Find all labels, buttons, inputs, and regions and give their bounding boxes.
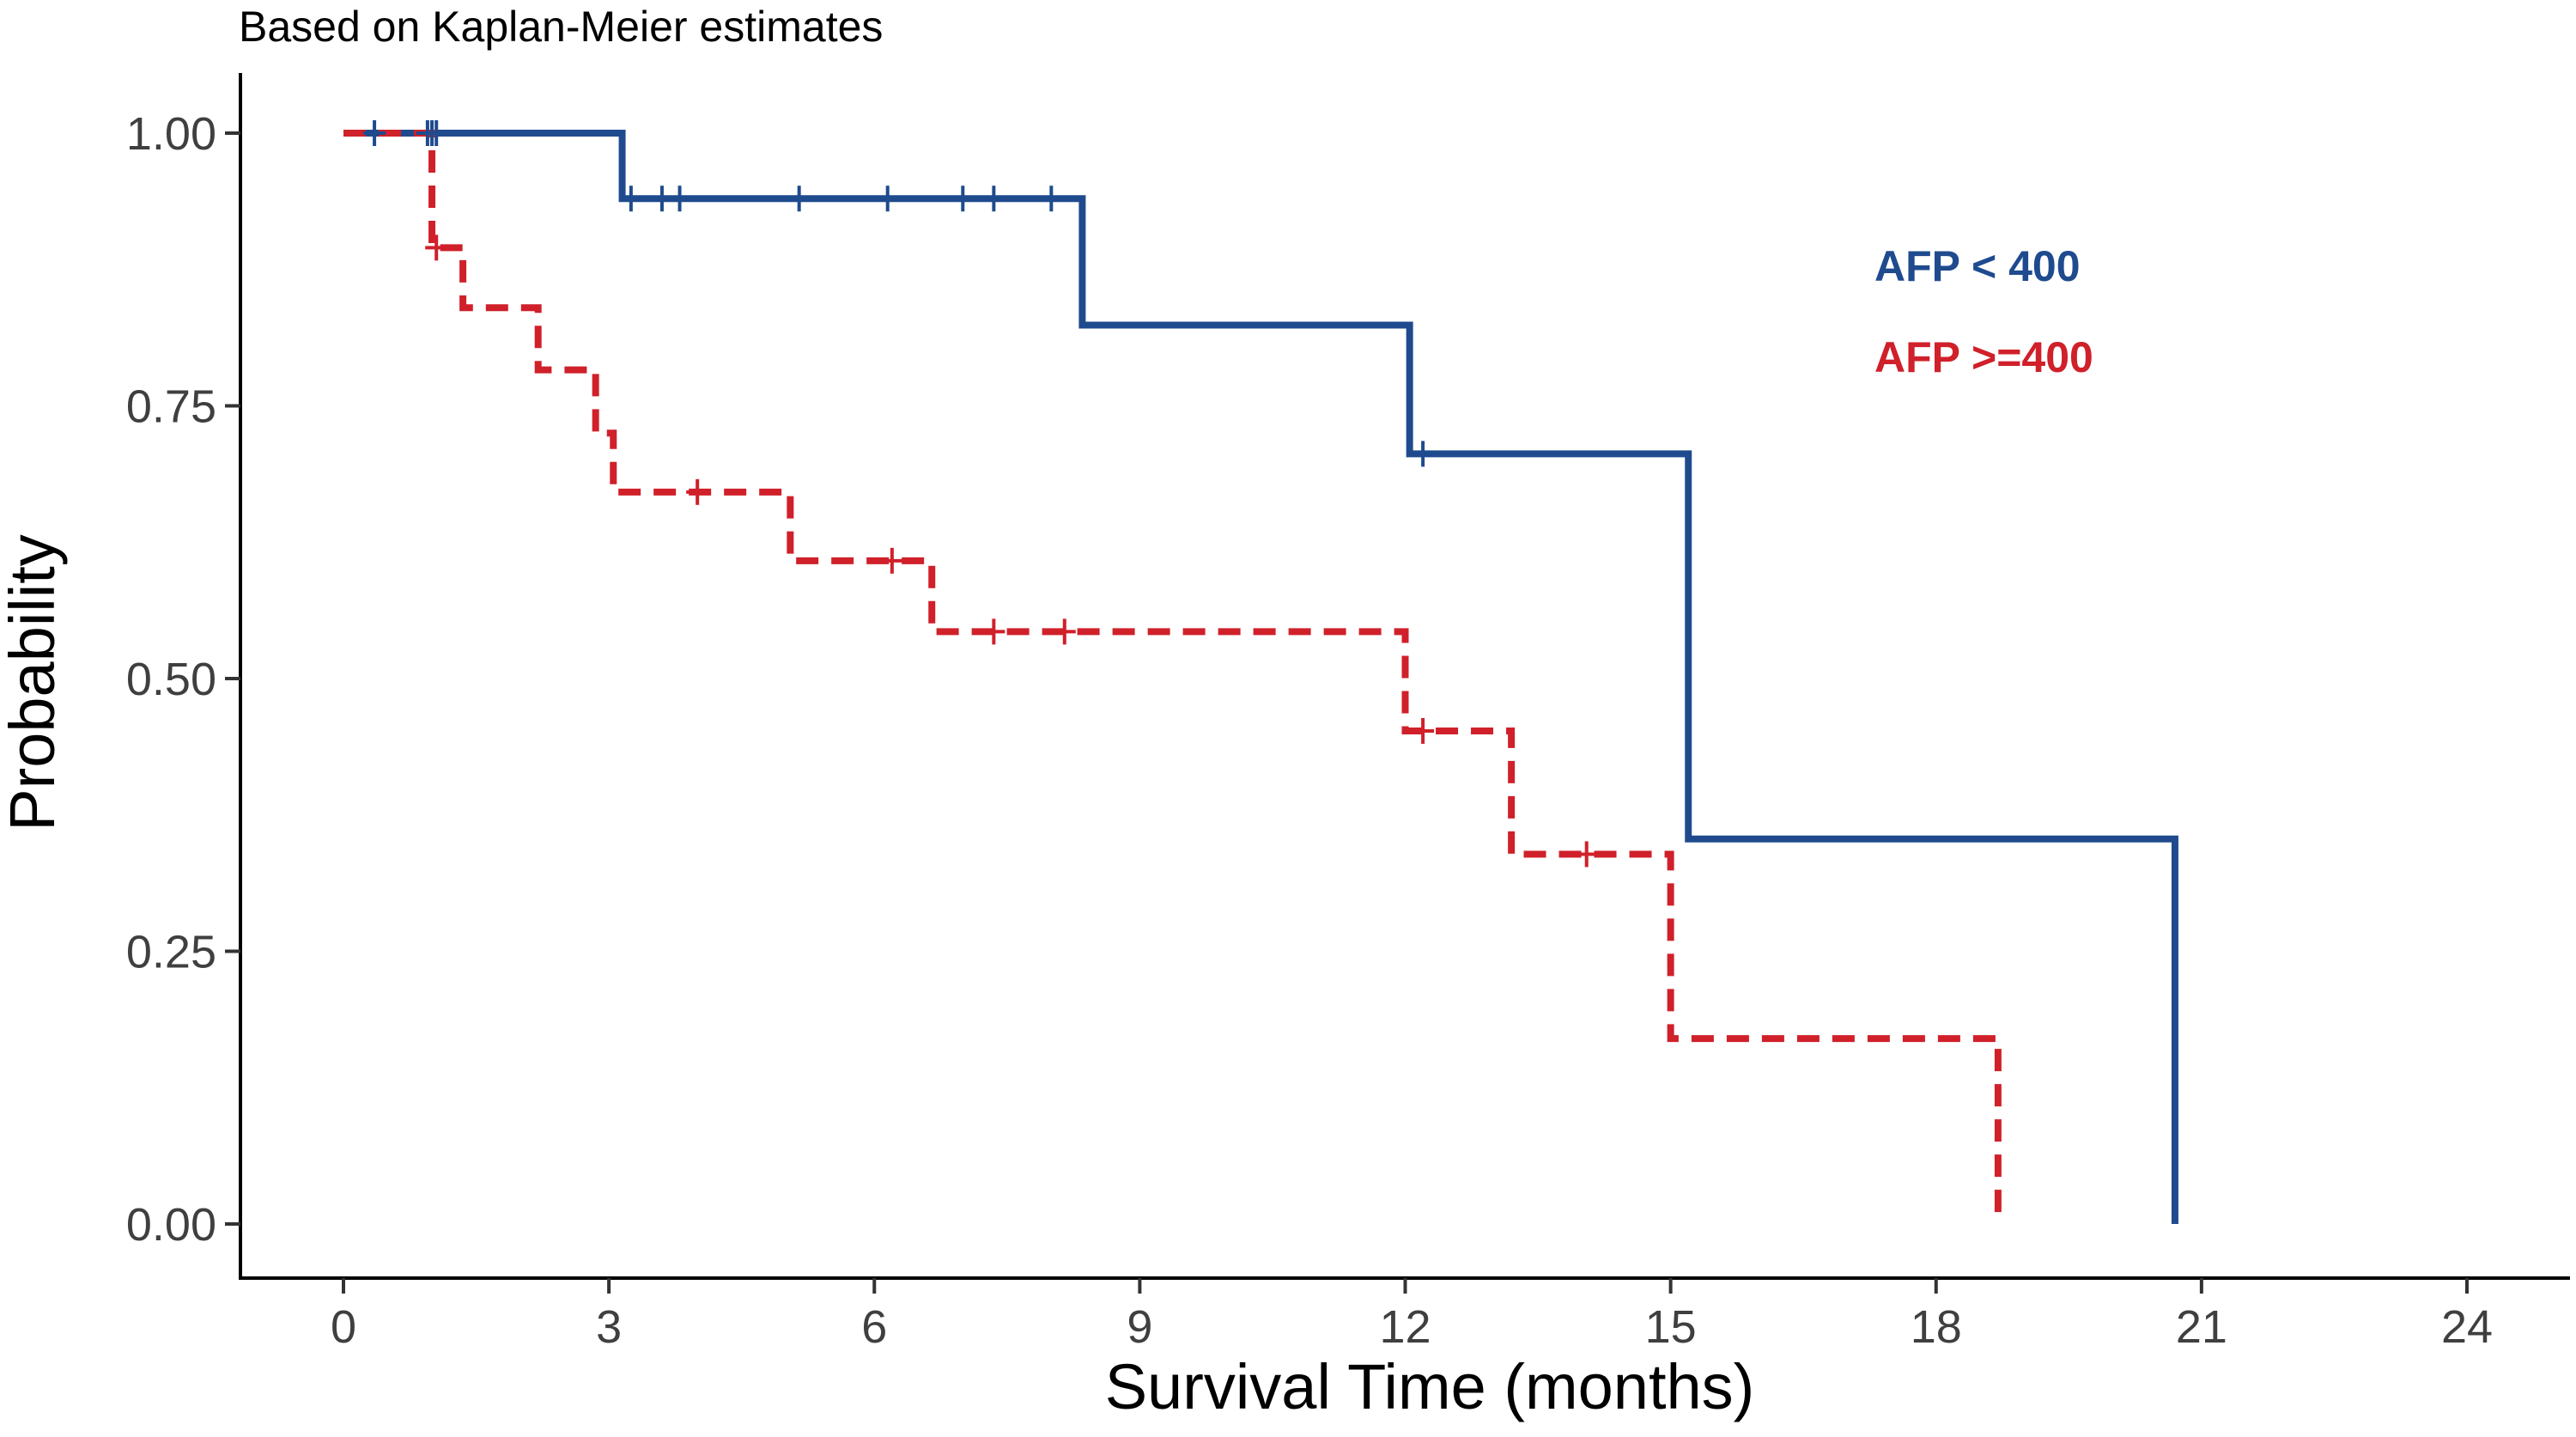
y-axis: 0.00 0.25 0.50 0.75 1.00: [126, 73, 242, 1280]
chart-subtitle: Based on Kaplan-Meier estimates: [239, 3, 883, 51]
censor-mark: [876, 186, 899, 212]
censor-mark: [1412, 441, 1435, 467]
x-tick-label: 24: [2441, 1301, 2493, 1353]
y-tick-label: 0.25: [126, 927, 216, 978]
legend-label-afp-above-400: AFP >=400: [1874, 333, 2093, 381]
censor-mark: [1040, 186, 1063, 212]
x-tick-label: 21: [2176, 1301, 2227, 1353]
x-tick-label: 18: [1911, 1301, 1962, 1353]
censor-mark: [951, 186, 975, 212]
censor-mark: [787, 186, 811, 212]
y-tick-label: 0.50: [126, 654, 216, 705]
censor-mark: [1053, 618, 1076, 645]
y-tick-label: 1.00: [126, 108, 216, 160]
series-layer: [343, 130, 2178, 1224]
censor-mark: [619, 186, 642, 212]
censor-mark: [1412, 717, 1435, 744]
legend: AFP < 400 AFP >=400: [1874, 242, 2093, 381]
x-tick-label: 3: [596, 1301, 622, 1353]
censor-layer: [363, 120, 1598, 868]
x-tick-label: 6: [861, 1301, 887, 1353]
x-tick-label: 15: [1645, 1301, 1697, 1353]
censor-mark: [1575, 841, 1598, 868]
censor-mark: [363, 120, 386, 146]
censor-mark: [880, 547, 903, 574]
series-line-afp-above-400: [343, 130, 2002, 1224]
censor-mark: [982, 186, 1005, 212]
x-tick-label: 0: [331, 1301, 356, 1353]
y-tick-label: 0.75: [126, 381, 216, 433]
censor-mark: [686, 478, 709, 505]
x-tick-label: 9: [1127, 1301, 1152, 1353]
series-line-afp-below-400: [343, 130, 2178, 1224]
legend-label-afp-below-400: AFP < 400: [1874, 242, 2081, 290]
y-axis-title: Probability: [0, 534, 68, 831]
censor-mark: [668, 186, 691, 212]
censor-mark: [425, 234, 448, 261]
x-axis-title: Survival Time (months): [1105, 1351, 1755, 1422]
y-tick-label: 0.00: [126, 1199, 216, 1251]
x-tick-label: 12: [1379, 1301, 1431, 1353]
censor-mark: [425, 120, 448, 146]
censor-mark: [982, 618, 1005, 645]
x-axis: 0 3 6 9 12 15 18 21 24: [239, 1276, 2570, 1353]
